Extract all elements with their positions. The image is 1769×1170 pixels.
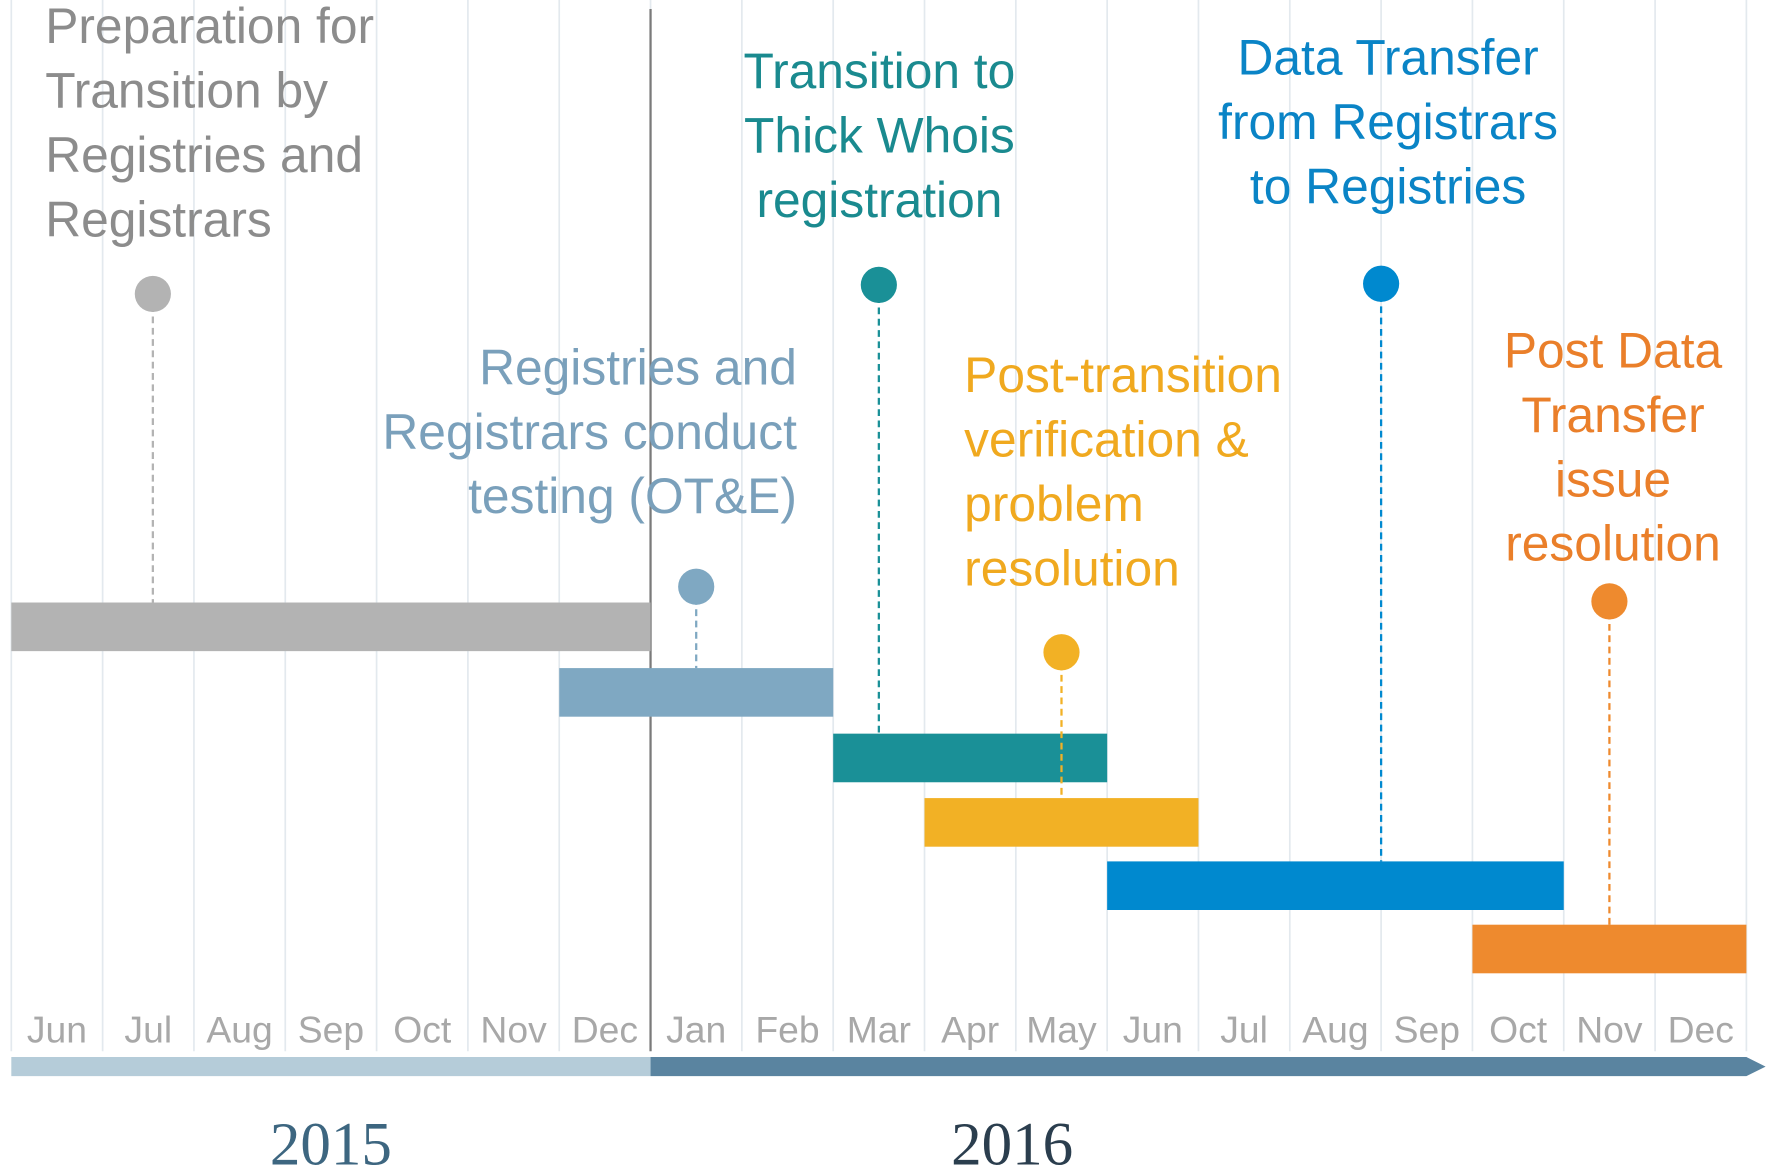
task-label-line: Registries and (45, 127, 363, 183)
task-label: Data Transfer from Registrars to Registrie… (1218, 30, 1558, 215)
pin-dot (860, 266, 897, 303)
task-label-line: verification & (964, 412, 1249, 468)
pin-dot (1363, 265, 1400, 302)
month-label: Feb (755, 1008, 819, 1050)
task-bar (833, 733, 1108, 783)
task-label: Registries and Registrars conduct testing … (382, 339, 797, 524)
task-bar (11, 602, 651, 652)
task-label-line: problem (964, 476, 1144, 532)
month-label: Sep (298, 1008, 364, 1050)
task-label-line: Data Transfer (1237, 30, 1538, 86)
year-label: 2016 (951, 1111, 1073, 1170)
task-bar (559, 668, 834, 717)
task-label-line: Registrars (45, 191, 272, 247)
month-label: Nov (1576, 1008, 1643, 1050)
month-label: Oct (1489, 1008, 1548, 1050)
task-label-line: registration (756, 172, 1002, 228)
task-label: Post-transition verification & problem reso… (964, 347, 1282, 596)
month-label: Oct (393, 1008, 452, 1050)
task-label-line: testing (OT&E) (468, 468, 797, 524)
task-bar (1472, 924, 1747, 974)
task-label-line: Registrars conduct (382, 404, 797, 460)
month-label: Nov (480, 1008, 547, 1050)
month-label: Apr (941, 1008, 999, 1050)
month-label: Dec (1668, 1008, 1734, 1050)
task-label-line: Transition to (744, 43, 1016, 99)
task-label-line: resolution (1505, 516, 1721, 572)
task-label-line: resolution (964, 541, 1180, 597)
task-label-line: Post-transition (964, 347, 1282, 403)
task-label-line: from Registrars (1218, 94, 1558, 150)
task-label-line: Transfer (1521, 387, 1704, 443)
task-bar (1107, 861, 1564, 910)
task-label-line: to Registries (1250, 158, 1526, 214)
month-label: Jun (1123, 1008, 1183, 1050)
task-bar (924, 798, 1199, 847)
pin-dot (1043, 634, 1080, 671)
month-label: Jan (666, 1008, 726, 1050)
month-label: Jul (1220, 1008, 1268, 1050)
month-label: May (1026, 1008, 1097, 1050)
month-label: Mar (847, 1008, 911, 1050)
task-label-line: Preparation for (45, 0, 374, 54)
year-band (650, 1056, 1766, 1077)
task-label: Post Data Transfer issue resolution (1504, 322, 1723, 571)
task-label: Preparation for Transition by Registries a… (45, 0, 374, 247)
task-label: Transition to Thick Whois registration (744, 43, 1016, 228)
month-label: Aug (206, 1008, 272, 1050)
year-band (11, 1056, 651, 1077)
year-label: 2015 (270, 1111, 392, 1170)
task-label-line: Post Data (1504, 322, 1723, 378)
month-label: Aug (1302, 1008, 1368, 1050)
task-label-line: issue (1555, 451, 1671, 507)
pin-dot (678, 568, 715, 605)
pin-dot (134, 275, 171, 312)
pin-dot (1591, 583, 1628, 620)
month-label: Jul (124, 1008, 172, 1050)
month-label: Sep (1394, 1008, 1460, 1050)
task-label-line: Transition by (45, 62, 328, 118)
month-label: Dec (572, 1008, 638, 1050)
task-label-line: Thick Whois (744, 108, 1015, 164)
task-label-line: Registries and (479, 339, 797, 395)
month-label: Jun (27, 1008, 87, 1050)
